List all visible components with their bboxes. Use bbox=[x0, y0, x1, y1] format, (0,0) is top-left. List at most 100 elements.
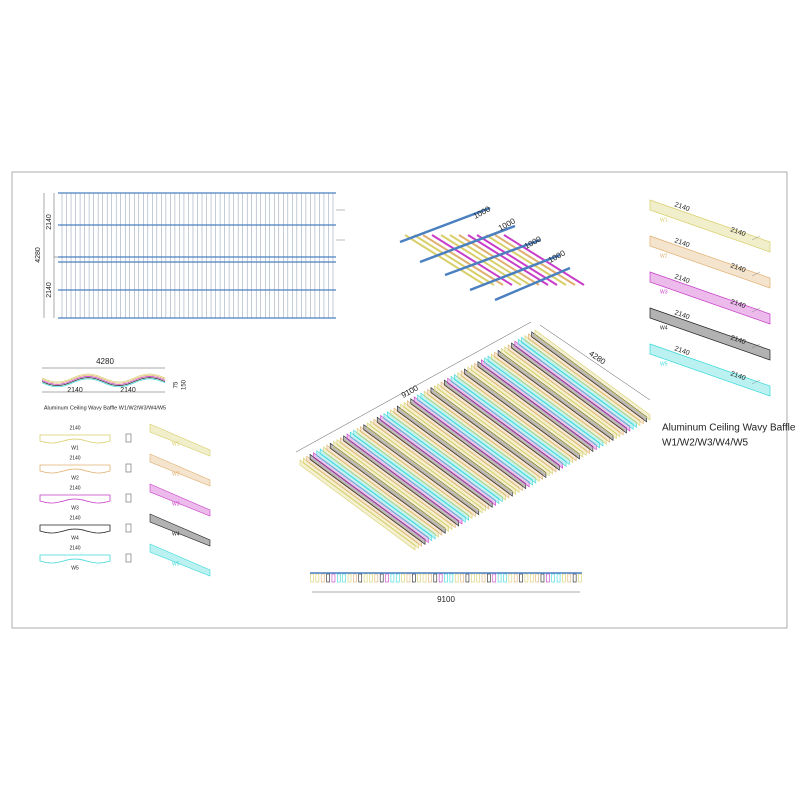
baffle bbox=[380, 414, 496, 507]
dim-label: 1000 bbox=[472, 204, 492, 221]
dim-label: 2140 bbox=[69, 425, 80, 431]
dim-label: 1000 bbox=[547, 248, 567, 265]
baffle-end bbox=[353, 573, 357, 583]
slat bbox=[413, 234, 495, 286]
section-icon bbox=[125, 493, 132, 503]
elevation-wave bbox=[41, 377, 166, 386]
elevation-wave bbox=[41, 374, 166, 384]
dim-label: 75 bbox=[174, 381, 180, 388]
baffle-label: W5 bbox=[660, 361, 668, 367]
baffle-iso bbox=[149, 543, 211, 577]
baffle-end bbox=[433, 573, 438, 583]
baffle-end bbox=[535, 573, 539, 583]
slat bbox=[449, 234, 531, 286]
baffle-label: W4 bbox=[660, 325, 668, 331]
dim-label: 150 bbox=[182, 379, 188, 390]
dim-label: 2140 bbox=[673, 309, 690, 321]
baffle-end bbox=[342, 573, 346, 583]
title-line1: Aluminum Ceiling Wavy Baffle bbox=[662, 423, 796, 434]
baffle-end bbox=[363, 573, 368, 583]
dim-label: 2140 bbox=[673, 201, 690, 213]
slat bbox=[494, 234, 576, 286]
baffle bbox=[313, 451, 429, 544]
baffle bbox=[356, 427, 473, 520]
baffle-end bbox=[422, 573, 427, 583]
slat bbox=[404, 234, 486, 286]
baffle bbox=[316, 450, 433, 542]
section-icon bbox=[125, 463, 132, 473]
baffle bbox=[430, 386, 547, 479]
dim-label: 2140 bbox=[69, 485, 80, 491]
line bbox=[751, 271, 761, 277]
baffle bbox=[346, 433, 463, 525]
baffle-end bbox=[358, 573, 363, 583]
dim-label: W3 bbox=[71, 505, 79, 511]
baffle-end bbox=[374, 573, 379, 583]
baffle bbox=[427, 388, 543, 481]
baffle bbox=[504, 346, 621, 438]
dim-label: W5 bbox=[71, 565, 79, 571]
baffle-end bbox=[572, 573, 577, 583]
baffle bbox=[360, 425, 476, 518]
elevation-caption: Aluminum Ceiling Wavy Baffle W1/W2/W3/W4… bbox=[44, 405, 166, 411]
baffle-end bbox=[449, 573, 454, 583]
baffle-end bbox=[454, 573, 459, 583]
baffle bbox=[467, 366, 584, 458]
slat bbox=[467, 234, 549, 286]
dim-label: 2140 bbox=[67, 387, 83, 394]
section-icon bbox=[125, 523, 132, 533]
baffle-end bbox=[460, 573, 464, 583]
dim-label: 2140 bbox=[729, 334, 746, 346]
elevation-wave bbox=[41, 378, 166, 388]
baffle-end bbox=[412, 573, 416, 583]
baffle bbox=[410, 398, 527, 490]
baffle-end bbox=[497, 573, 502, 583]
baffle bbox=[339, 437, 456, 529]
baffle bbox=[514, 340, 631, 432]
slat bbox=[476, 234, 558, 286]
dim-label: W2 bbox=[71, 475, 79, 481]
beam bbox=[494, 266, 571, 302]
dim-label: 2140 bbox=[120, 387, 136, 394]
baffle bbox=[343, 435, 459, 527]
baffle-label: W1 bbox=[172, 441, 180, 447]
baffle-end bbox=[395, 573, 400, 583]
baffle-end bbox=[379, 573, 384, 583]
baffle bbox=[497, 349, 614, 442]
baffle bbox=[450, 375, 567, 468]
baffle bbox=[444, 379, 560, 471]
baffle-end bbox=[567, 573, 572, 583]
baffle-label: W2 bbox=[172, 471, 180, 477]
baffle-end bbox=[385, 573, 389, 583]
dim-label: 9100 bbox=[437, 595, 455, 604]
baffle bbox=[521, 336, 637, 429]
baffle-profile bbox=[39, 494, 111, 504]
baffle bbox=[336, 438, 453, 531]
dim-label: 2140 bbox=[46, 282, 53, 298]
baffle-end bbox=[529, 573, 534, 583]
baffle bbox=[524, 334, 641, 427]
baffle-end bbox=[470, 573, 475, 583]
dim-label: 2140 bbox=[673, 345, 690, 357]
baffle bbox=[366, 422, 483, 514]
line bbox=[751, 307, 761, 313]
baffle bbox=[309, 453, 426, 546]
baffle-end bbox=[326, 573, 330, 583]
baffle bbox=[423, 390, 540, 482]
baffle-end bbox=[540, 573, 545, 583]
baffle bbox=[333, 440, 449, 533]
dim-label: 2140 bbox=[673, 237, 690, 249]
baffle bbox=[303, 457, 419, 549]
baffle bbox=[531, 331, 647, 423]
baffle bbox=[323, 446, 439, 538]
baffle-end bbox=[519, 573, 523, 583]
baffle bbox=[397, 405, 513, 497]
baffle bbox=[306, 455, 423, 547]
baffle-label: W4 bbox=[172, 531, 180, 537]
baffle bbox=[437, 383, 553, 475]
baffle bbox=[440, 381, 557, 473]
baffle bbox=[400, 403, 517, 495]
baffle-end bbox=[562, 573, 566, 583]
